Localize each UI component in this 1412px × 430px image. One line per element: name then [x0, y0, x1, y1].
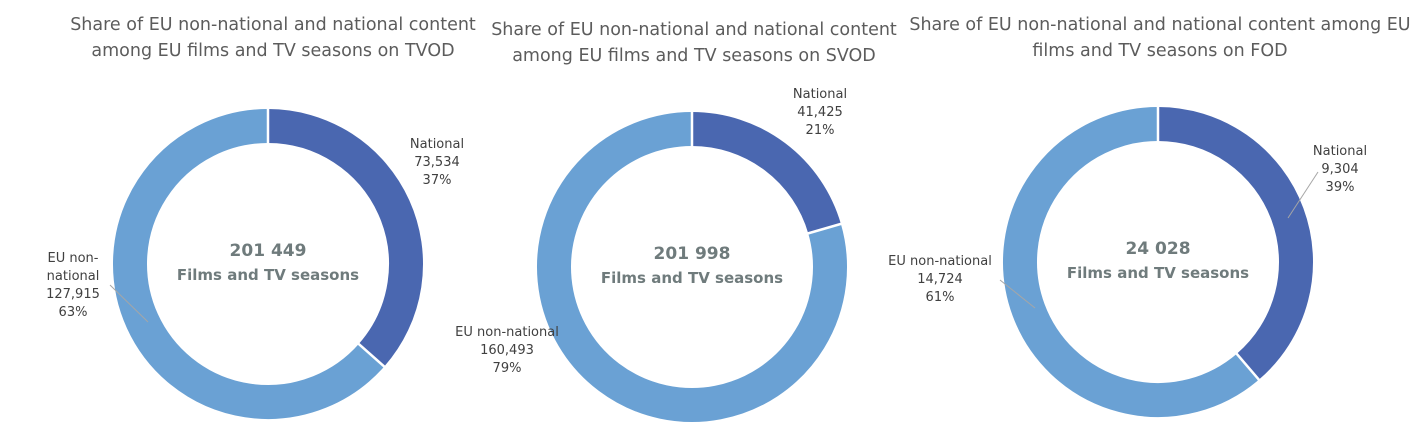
slice-eu-non-national — [113, 109, 385, 419]
center-total-label: Films and TV seasons — [601, 269, 783, 287]
chart-title: Share of EU non-national and national co… — [909, 15, 1411, 61]
slice-national — [1157, 107, 1313, 380]
slice-label-eu-non-national: EU non-national 160,493 79% — [455, 325, 559, 376]
slice-national — [691, 112, 841, 234]
slice-label-eu-non-national: EU non-national 127,915 63% — [46, 251, 100, 320]
donut-chart: 24 028 Films and TV seasons — [999, 106, 1319, 417]
slice-separator — [1235, 352, 1261, 382]
center-total-label: Films and TV seasons — [177, 266, 359, 284]
slice-separator — [806, 222, 843, 235]
center-total-value: 24 028 — [1125, 239, 1190, 259]
center-total-value: 201 449 — [230, 241, 307, 261]
leader-line-national — [1287, 171, 1319, 219]
slice-label-eu-non-national: EU non-national 14,724 61% — [888, 254, 992, 305]
chart-panel-tvod: Share of EU non-national and national co… — [0, 0, 536, 430]
slice-eu-non-national — [537, 112, 847, 422]
donut-chart: 201 998 Films and TV seasons — [537, 111, 847, 422]
slice-label-national: National 41,425 21% — [792, 87, 848, 138]
donut-chart: 201 449 Films and TV seasons — [109, 108, 423, 419]
slice-national — [267, 109, 423, 367]
center-total-value: 201 998 — [654, 244, 731, 264]
center-total-label: Films and TV seasons — [1067, 264, 1249, 282]
leader-line-eu-non-national — [999, 279, 1036, 309]
slice-label-national: National 9,304 39% — [1312, 144, 1368, 195]
chart-panel-svod: Share of EU non-national and national co… — [455, 0, 940, 430]
chart-title: Share of EU non-national and national co… — [70, 15, 476, 61]
slice-separator — [357, 342, 386, 369]
slice-label-national: National 73,534 37% — [409, 137, 465, 188]
leader-line-eu-non-national — [109, 284, 149, 323]
slice-eu-non-national — [1003, 107, 1259, 417]
chart-title: Share of EU non-national and national co… — [491, 20, 897, 66]
chart-panel-fod: Share of EU non-national and national co… — [880, 0, 1412, 430]
